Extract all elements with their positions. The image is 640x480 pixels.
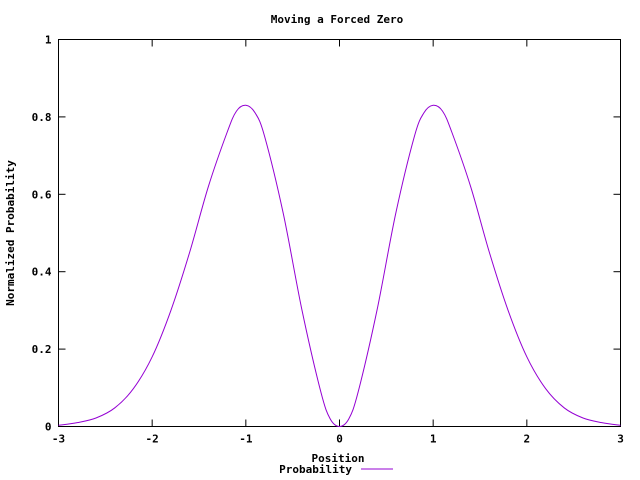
x-axis-label: Position bbox=[312, 452, 365, 465]
x-tick-label: -2 bbox=[146, 433, 159, 446]
x-tick-label: 1 bbox=[430, 433, 437, 446]
y-tick-label: 0 bbox=[45, 421, 52, 434]
x-tick-label: -3 bbox=[52, 433, 65, 446]
probability-series-line bbox=[58, 104, 621, 428]
legend: Probability bbox=[279, 463, 393, 476]
y-axis-label: Normalized Probability bbox=[4, 160, 17, 306]
y-tick-label: 0.8 bbox=[32, 111, 52, 124]
x-tick-label: 3 bbox=[617, 433, 624, 446]
y-tick-label: 1 bbox=[45, 34, 52, 47]
x-axis: -3 -2 -1 0 1 2 3 bbox=[52, 39, 624, 446]
chart-title: Moving a Forced Zero bbox=[271, 13, 404, 26]
x-tick-label: 2 bbox=[524, 433, 531, 446]
x-tick-label: 0 bbox=[336, 433, 343, 446]
y-tick-label: 0.4 bbox=[32, 266, 52, 279]
x-tick-label: -1 bbox=[239, 433, 253, 446]
legend-label-probability: Probability bbox=[279, 463, 352, 476]
plot-frame bbox=[58, 39, 621, 427]
y-tick-label: 0.2 bbox=[32, 343, 52, 356]
y-axis: 0 0.2 0.4 0.6 0.8 1 bbox=[32, 34, 621, 434]
y-tick-label: 0.6 bbox=[32, 188, 52, 201]
